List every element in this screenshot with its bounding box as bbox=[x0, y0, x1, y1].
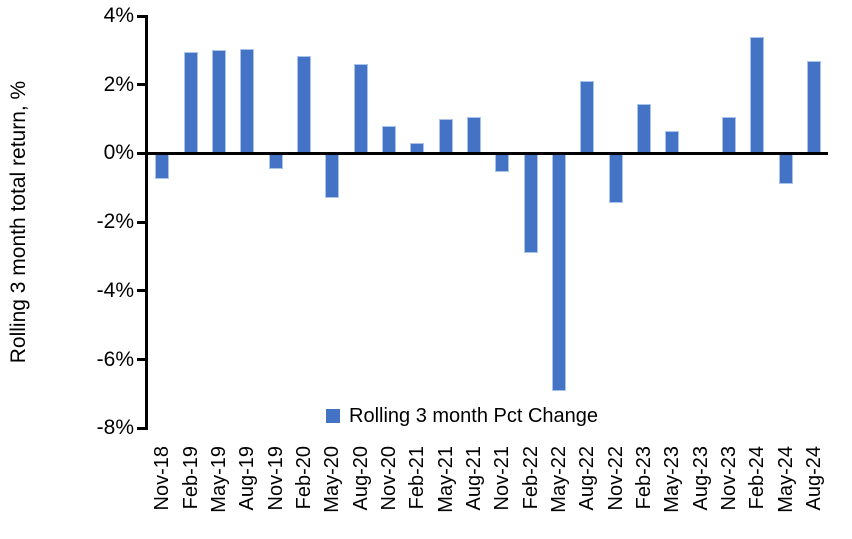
y-tick-mark bbox=[137, 426, 148, 430]
bar-Aug-21 bbox=[466, 117, 481, 154]
bar-Aug-20 bbox=[353, 64, 368, 154]
x-tick-label-Aug-20: Aug-20 bbox=[349, 446, 372, 511]
x-axis-zero-line bbox=[145, 152, 828, 155]
y-tick-mark bbox=[137, 289, 148, 293]
x-tick-label-May-22: May-22 bbox=[547, 446, 570, 513]
y-tick-mark bbox=[137, 220, 148, 224]
x-tick-label-Feb-19: Feb-19 bbox=[179, 446, 202, 510]
x-tick-label-Feb-24: Feb-24 bbox=[746, 446, 769, 510]
y-tick-label: 2% bbox=[103, 72, 134, 96]
legend: Rolling 3 month Pct Change bbox=[326, 404, 598, 428]
x-tick-label-Aug-24: Aug-24 bbox=[802, 446, 825, 511]
bar-Aug-19 bbox=[240, 48, 255, 154]
y-tick-mark bbox=[137, 358, 148, 362]
bar-Nov-23 bbox=[721, 117, 736, 154]
bar-May-21 bbox=[438, 119, 453, 154]
x-tick-label-Aug-22: Aug-22 bbox=[576, 446, 599, 511]
y-axis-line bbox=[145, 16, 148, 429]
x-tick-label-Nov-22: Nov-22 bbox=[604, 446, 627, 511]
x-tick-label-Nov-19: Nov-19 bbox=[264, 446, 287, 511]
y-tick-label: 0% bbox=[103, 141, 134, 165]
y-tick-label: -6% bbox=[96, 347, 134, 371]
x-tick-label-May-19: May-19 bbox=[207, 446, 230, 513]
x-tick-label-Aug-21: Aug-21 bbox=[462, 446, 485, 511]
x-tick-label-Feb-22: Feb-22 bbox=[519, 446, 542, 510]
bar-Feb-23 bbox=[636, 103, 651, 154]
bar-Aug-24 bbox=[806, 60, 821, 154]
bar-Feb-19 bbox=[183, 52, 198, 154]
x-tick-label-May-21: May-21 bbox=[434, 446, 457, 513]
x-tick-label-Aug-23: Aug-23 bbox=[689, 446, 712, 511]
y-tick-mark bbox=[137, 14, 148, 18]
x-tick-label-May-24: May-24 bbox=[774, 446, 797, 513]
bar-Nov-18 bbox=[155, 153, 170, 180]
bar-Feb-22 bbox=[523, 153, 538, 254]
y-tick-label: 4% bbox=[103, 4, 134, 27]
legend-marker-square bbox=[326, 409, 340, 423]
y-tick-mark bbox=[137, 83, 148, 87]
x-tick-label-Feb-21: Feb-21 bbox=[406, 446, 429, 510]
bar-May-20 bbox=[325, 153, 340, 199]
x-tick-label-Aug-19: Aug-19 bbox=[236, 446, 259, 511]
bar-May-23 bbox=[665, 131, 680, 154]
x-tick-label-May-20: May-20 bbox=[321, 446, 344, 513]
bar-May-22 bbox=[551, 153, 566, 391]
bar-Feb-24 bbox=[750, 36, 765, 154]
bar-May-19 bbox=[211, 50, 226, 154]
y-tick-label: -8% bbox=[96, 416, 134, 440]
x-tick-label-Feb-20: Feb-20 bbox=[292, 446, 315, 510]
x-tick-label-Feb-23: Feb-23 bbox=[632, 446, 655, 510]
bar-Feb-20 bbox=[296, 55, 311, 154]
bar-Aug-22 bbox=[580, 81, 595, 154]
bar-Nov-21 bbox=[495, 153, 510, 173]
bar-Nov-19 bbox=[268, 153, 283, 169]
x-tick-label-Nov-23: Nov-23 bbox=[717, 446, 740, 511]
legend-label: Rolling 3 month Pct Change bbox=[349, 405, 599, 427]
bar-Nov-22 bbox=[608, 153, 623, 204]
x-tick-label-May-23: May-23 bbox=[661, 446, 684, 513]
bar-May-24 bbox=[778, 153, 793, 185]
x-tick-label-Nov-18: Nov-18 bbox=[151, 446, 174, 511]
x-tick-label-Nov-21: Nov-21 bbox=[491, 446, 514, 511]
y-tick-label: -2% bbox=[96, 210, 134, 234]
x-tick-label-Nov-20: Nov-20 bbox=[377, 446, 400, 511]
y-tick-label: -4% bbox=[96, 278, 134, 302]
y-tick-mark bbox=[137, 151, 148, 155]
bar-Nov-20 bbox=[381, 125, 396, 154]
